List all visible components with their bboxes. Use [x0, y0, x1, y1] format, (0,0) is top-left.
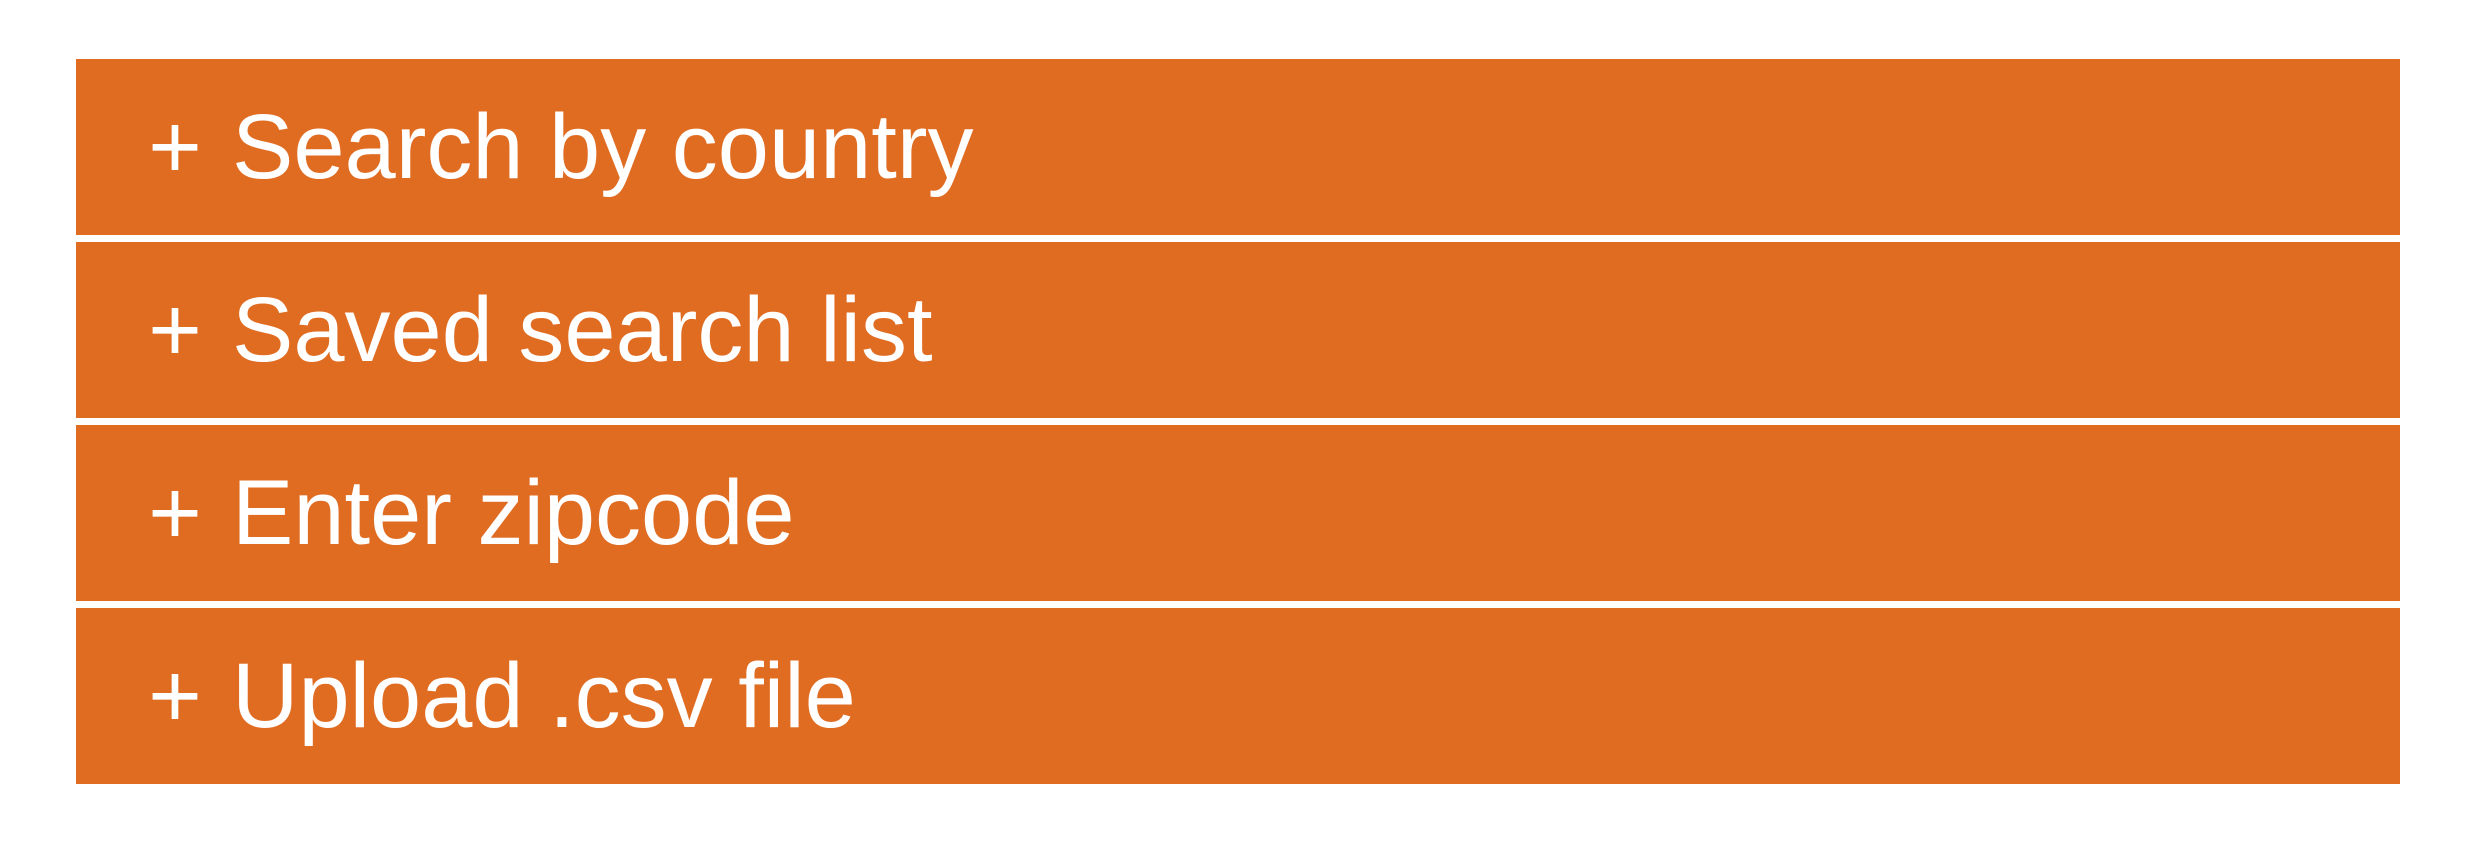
- plus-icon: +: [148, 645, 202, 747]
- option-label: Upload .csv file: [232, 645, 856, 747]
- enter-zipcode-option[interactable]: + Enter zipcode: [76, 425, 2400, 601]
- search-by-country-option[interactable]: + Search by country: [76, 59, 2400, 235]
- option-label: Enter zipcode: [232, 462, 795, 564]
- plus-icon: +: [148, 462, 202, 564]
- upload-csv-file-option[interactable]: + Upload .csv file: [76, 608, 2400, 784]
- option-label: Saved search list: [232, 279, 933, 381]
- plus-icon: +: [148, 279, 202, 381]
- search-options-accordion: + Search by country + Saved search list …: [76, 59, 2400, 784]
- saved-search-list-option[interactable]: + Saved search list: [76, 242, 2400, 418]
- option-label: Search by country: [232, 96, 974, 198]
- plus-icon: +: [148, 96, 202, 198]
